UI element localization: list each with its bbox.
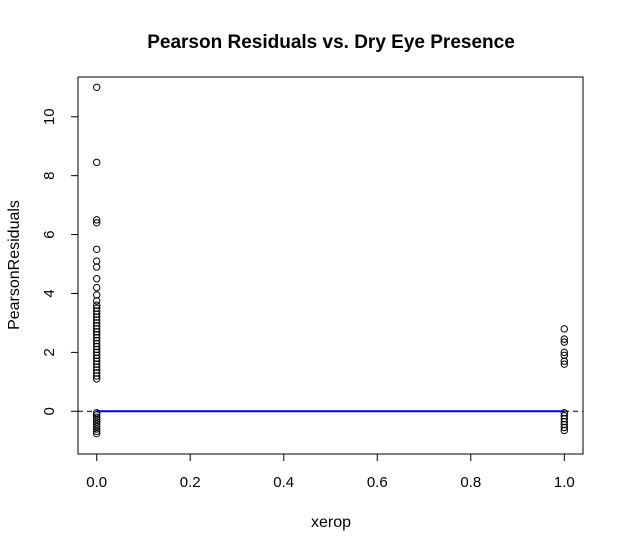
data-point [93, 345, 101, 354]
data-point [93, 357, 101, 365]
data-point [93, 291, 101, 299]
data-point [560, 409, 568, 417]
data-point [93, 83, 101, 92]
data-point [93, 348, 101, 357]
data-point [93, 342, 101, 351]
data-point [93, 425, 101, 433]
data-point [560, 412, 568, 420]
data-point [93, 283, 101, 292]
data-point [93, 413, 101, 421]
data-point [93, 158, 101, 167]
data-point [560, 335, 568, 343]
data-point [93, 301, 101, 309]
y-tick-label: 0 [41, 407, 58, 415]
data-point [93, 304, 101, 312]
data-point [560, 338, 568, 346]
plot-area [77, 76, 584, 455]
data-point [93, 351, 101, 360]
data-point [560, 357, 568, 365]
y-tick-label: 8 [41, 171, 58, 179]
data-point [93, 328, 101, 336]
data-point [93, 245, 101, 254]
data-point [560, 426, 568, 435]
data-point [560, 348, 568, 357]
x-tick-label: 0.2 [180, 474, 201, 491]
data-point [93, 307, 101, 315]
data-point [93, 333, 101, 342]
data-point [93, 297, 101, 305]
plot-frame [77, 76, 584, 455]
x-tick-label: 0.0 [86, 474, 107, 491]
data-point [93, 313, 101, 321]
data-point [93, 418, 101, 426]
data-point [93, 363, 101, 371]
y-tick-label: 6 [41, 230, 58, 238]
y-axis-label: PearsonResiduals [6, 200, 23, 330]
points-layer [93, 83, 568, 438]
x-tick-label: 1.0 [554, 474, 575, 491]
data-point [93, 415, 101, 424]
data-point [93, 420, 101, 428]
data-point [93, 429, 101, 438]
data-point [93, 369, 101, 377]
data-point [560, 423, 568, 432]
data-point [560, 360, 568, 368]
y-axis: 0 2 4 6 8 10 [41, 108, 79, 415]
data-point [93, 354, 101, 362]
data-point [93, 257, 101, 265]
data-point [560, 420, 568, 429]
data-point [93, 216, 101, 224]
data-point [93, 360, 101, 368]
x-tick-label: 0.4 [273, 474, 294, 491]
data-point [93, 319, 101, 327]
data-point [93, 336, 101, 345]
data-point [93, 325, 101, 333]
data-point [93, 372, 101, 380]
y-tick-label: 2 [41, 348, 58, 356]
data-point [560, 414, 568, 423]
data-point [93, 316, 101, 324]
data-point [93, 422, 101, 431]
data-point [93, 366, 101, 374]
data-point [93, 331, 101, 339]
data-point [560, 351, 568, 360]
x-tick-label: 0.8 [460, 474, 481, 491]
x-axis: 0.0 0.2 0.4 0.6 0.8 1.0 [86, 453, 575, 491]
y-tick-label: 10 [41, 108, 58, 125]
data-point [93, 219, 101, 227]
y-tick-label: 4 [41, 289, 58, 297]
data-point [93, 375, 101, 383]
data-point [93, 427, 101, 436]
data-point [93, 275, 101, 283]
chart-title: Pearson Residuals vs. Dry Eye Presence [147, 32, 515, 53]
data-point [560, 325, 568, 333]
data-point [93, 263, 101, 271]
data-point [93, 322, 101, 330]
x-tick-label: 0.6 [367, 474, 388, 491]
data-point [93, 339, 101, 348]
data-point [93, 310, 101, 318]
data-point [560, 417, 568, 426]
x-axis-label: xerop [311, 514, 351, 531]
